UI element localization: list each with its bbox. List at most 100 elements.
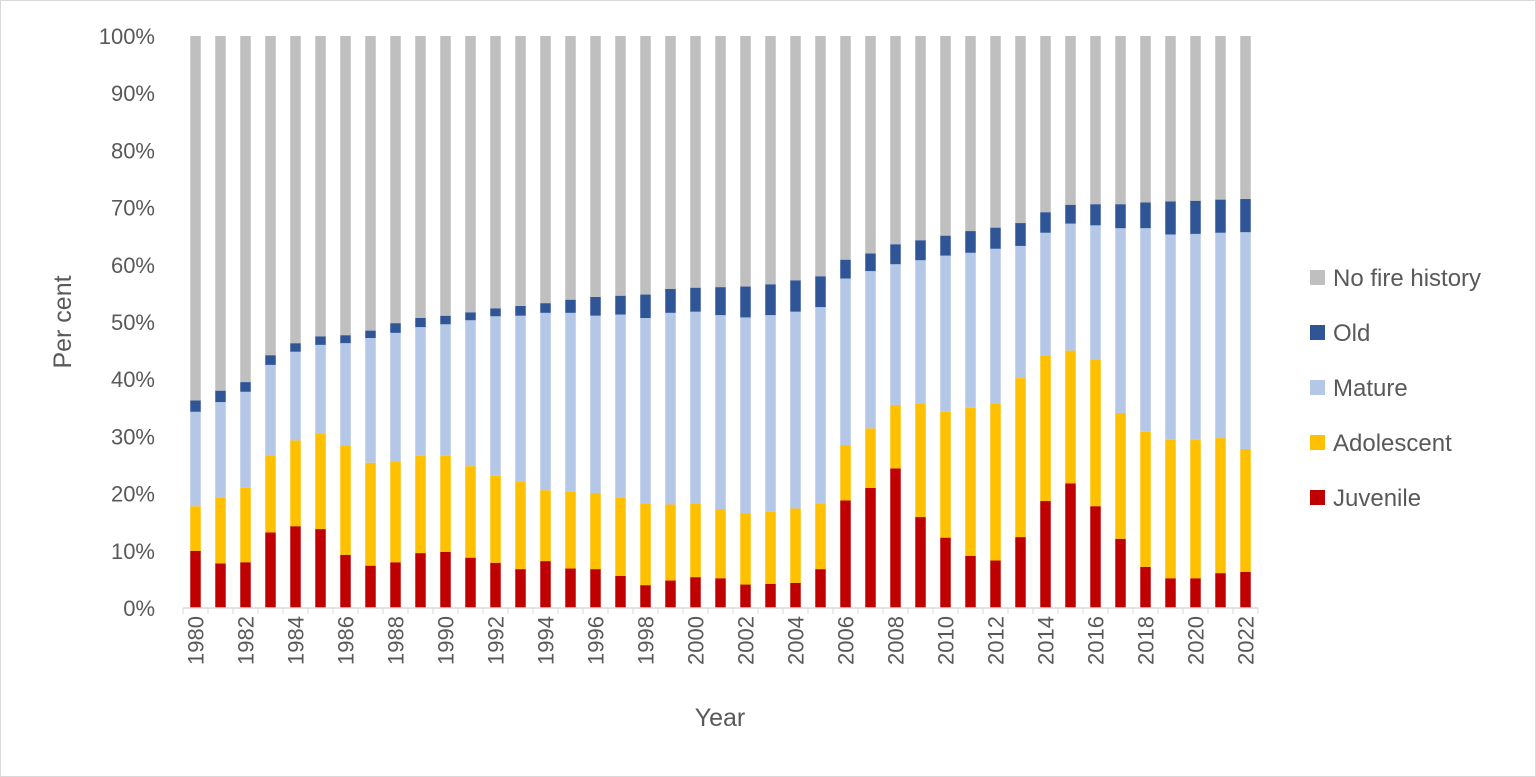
bar-old-2018 xyxy=(1140,202,1151,229)
bar-no-fire-history-1990 xyxy=(440,36,451,316)
bar-mature-2000 xyxy=(690,311,701,504)
x-tick-label: 1982 xyxy=(234,616,259,665)
bar-old-2020 xyxy=(1190,200,1201,234)
y-tick-label: 60% xyxy=(111,253,155,278)
bar-adolescent-2020 xyxy=(1190,439,1201,579)
legend-swatch xyxy=(1310,325,1325,340)
bar-old-2022 xyxy=(1240,199,1251,233)
bar-mature-1993 xyxy=(515,315,526,482)
bar-old-2003 xyxy=(765,284,776,316)
bar-no-fire-history-2020 xyxy=(1190,36,1201,201)
bar-adolescent-2021 xyxy=(1215,438,1226,574)
bar-juvenile-1994 xyxy=(540,561,551,608)
x-tick-label: 1986 xyxy=(334,616,359,665)
bar-old-1981 xyxy=(215,390,226,403)
x-axis-title: Year xyxy=(695,704,746,732)
bar-mature-1983 xyxy=(265,364,276,456)
bar-adolescent-1987 xyxy=(365,462,376,566)
bar-old-2014 xyxy=(1040,212,1051,233)
bar-adolescent-2017 xyxy=(1115,412,1126,539)
bar-no-fire-history-2017 xyxy=(1115,36,1126,205)
bar-mature-1999 xyxy=(665,312,676,505)
legend-label: Mature xyxy=(1333,375,1408,402)
legend-swatch xyxy=(1310,435,1325,450)
bar-adolescent-1981 xyxy=(215,497,226,564)
bar-no-fire-history-2014 xyxy=(1040,36,1051,213)
bar-mature-2020 xyxy=(1190,233,1201,440)
bar-juvenile-1990 xyxy=(440,551,451,608)
x-tick-label: 2006 xyxy=(834,616,859,665)
bar-no-fire-history-1989 xyxy=(415,36,426,318)
y-tick-label: 70% xyxy=(111,196,155,221)
bar-adolescent-2015 xyxy=(1065,350,1076,484)
bar-mature-2012 xyxy=(990,248,1001,404)
bar-adolescent-2010 xyxy=(940,411,951,538)
bar-mature-2016 xyxy=(1090,225,1101,360)
bar-juvenile-1991 xyxy=(465,557,476,608)
bar-mature-2018 xyxy=(1140,228,1151,432)
legend-swatch xyxy=(1310,270,1325,285)
bar-old-2011 xyxy=(965,231,976,253)
bar-old-1997 xyxy=(615,295,626,315)
bar-old-1996 xyxy=(590,296,601,316)
bar-mature-2005 xyxy=(815,307,826,504)
bar-mature-1986 xyxy=(340,343,351,446)
legend-label: No fire history xyxy=(1333,265,1481,292)
bar-old-2008 xyxy=(890,244,901,265)
bar-juvenile-2002 xyxy=(740,584,751,608)
bar-no-fire-history-2019 xyxy=(1165,36,1176,202)
bar-old-1983 xyxy=(265,355,276,365)
x-tick-label: 2000 xyxy=(684,616,709,665)
bar-no-fire-history-1984 xyxy=(290,36,301,344)
bar-adolescent-1993 xyxy=(515,481,526,570)
x-tick-label: 2010 xyxy=(934,616,959,665)
bar-old-2013 xyxy=(1015,223,1026,246)
bar-juvenile-1987 xyxy=(365,565,376,608)
bar-old-2001 xyxy=(715,287,726,316)
bar-adolescent-1991 xyxy=(465,466,476,558)
bar-mature-2009 xyxy=(915,260,926,404)
bar-old-2004 xyxy=(790,280,801,312)
bar-mature-2001 xyxy=(715,315,726,510)
bar-adolescent-1992 xyxy=(490,475,501,563)
bar-juvenile-1998 xyxy=(640,585,651,608)
bar-adolescent-2011 xyxy=(965,407,976,556)
x-tick-label: 2014 xyxy=(1034,616,1059,665)
x-tick-label: 2016 xyxy=(1084,616,1109,665)
bar-no-fire-history-2022 xyxy=(1240,36,1251,200)
bar-mature-1994 xyxy=(540,312,551,491)
bar-no-fire-history-1987 xyxy=(365,36,376,331)
bar-no-fire-history-2001 xyxy=(715,36,726,288)
bar-old-2012 xyxy=(990,227,1001,249)
bar-mature-1981 xyxy=(215,402,226,498)
bar-juvenile-2017 xyxy=(1115,538,1126,608)
bar-no-fire-history-1995 xyxy=(565,36,576,300)
bar-juvenile-2012 xyxy=(990,560,1001,608)
bar-adolescent-2001 xyxy=(715,509,726,579)
bar-old-1987 xyxy=(365,330,376,339)
bar-adolescent-2004 xyxy=(790,508,801,583)
bar-mature-2019 xyxy=(1165,234,1176,440)
bar-juvenile-1980 xyxy=(190,550,201,608)
bar-juvenile-1996 xyxy=(590,569,601,608)
bar-adolescent-2012 xyxy=(990,403,1001,561)
bar-no-fire-history-1999 xyxy=(665,36,676,289)
bar-juvenile-1981 xyxy=(215,563,226,608)
bar-old-1995 xyxy=(565,299,576,313)
bar-old-2015 xyxy=(1065,204,1076,224)
bar-juvenile-2001 xyxy=(715,578,726,608)
bar-mature-2002 xyxy=(740,317,751,514)
bars xyxy=(190,36,1251,608)
bar-adolescent-2009 xyxy=(915,403,926,518)
bar-juvenile-1997 xyxy=(615,575,626,608)
bar-no-fire-history-2010 xyxy=(940,36,951,236)
x-tick-label: 2018 xyxy=(1134,616,1159,665)
bar-old-2002 xyxy=(740,286,751,318)
bar-mature-2003 xyxy=(765,315,776,512)
bar-adolescent-2008 xyxy=(890,404,901,469)
bar-mature-1984 xyxy=(290,351,301,441)
bar-adolescent-1998 xyxy=(640,503,651,586)
bar-old-2021 xyxy=(1215,199,1226,233)
bar-no-fire-history-1996 xyxy=(590,36,601,297)
bar-mature-2006 xyxy=(840,278,851,445)
